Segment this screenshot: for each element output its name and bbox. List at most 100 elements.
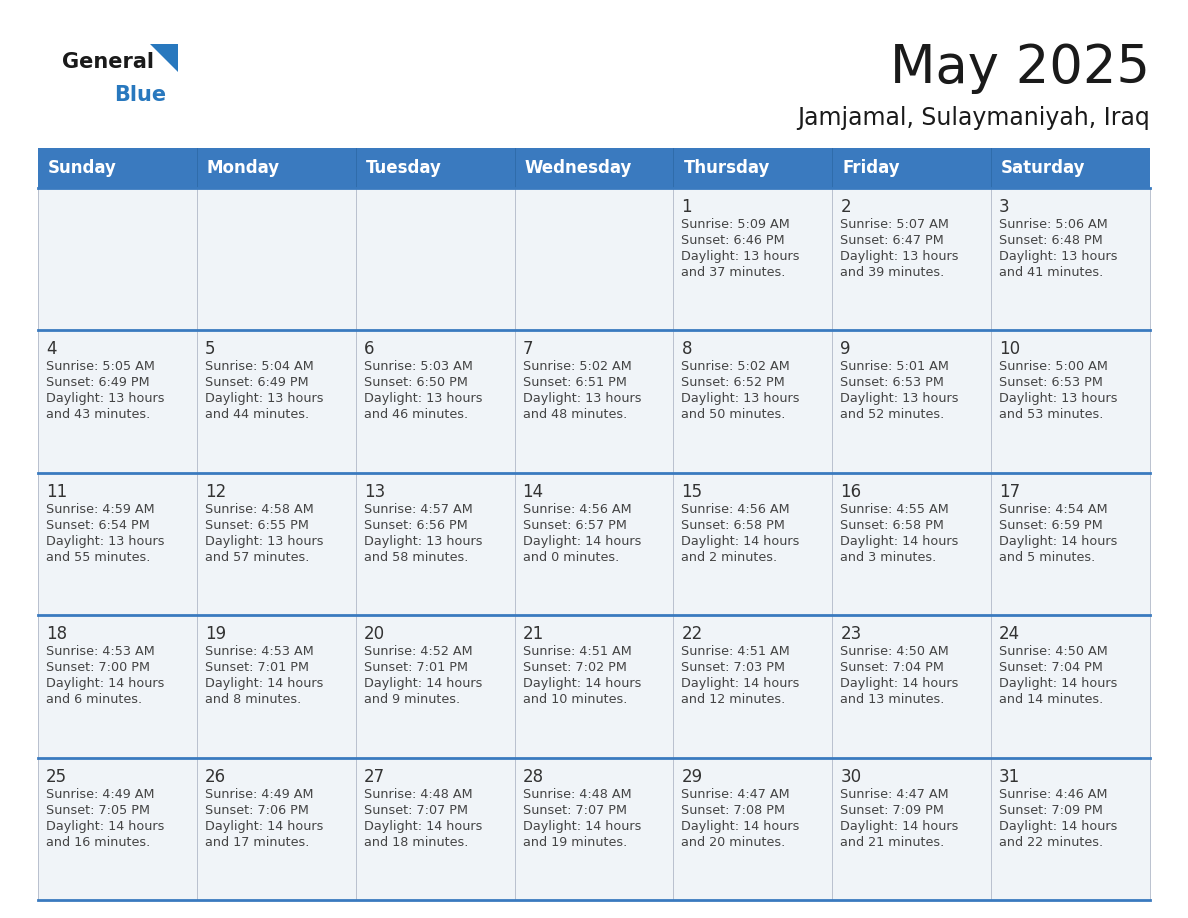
Text: Daylight: 14 hours: Daylight: 14 hours [523,820,642,833]
Text: Daylight: 13 hours: Daylight: 13 hours [840,250,959,263]
Text: 15: 15 [682,483,702,501]
Text: Tuesday: Tuesday [366,159,442,177]
Text: and 41 minutes.: and 41 minutes. [999,266,1104,279]
Text: Sunrise: 4:46 AM: Sunrise: 4:46 AM [999,788,1107,800]
Text: Sunset: 6:53 PM: Sunset: 6:53 PM [999,376,1102,389]
Text: Sunrise: 4:54 AM: Sunrise: 4:54 AM [999,503,1107,516]
Text: Sunrise: 4:48 AM: Sunrise: 4:48 AM [523,788,631,800]
Text: Daylight: 14 hours: Daylight: 14 hours [682,535,800,548]
Text: 26: 26 [204,767,226,786]
Text: Sunrise: 4:50 AM: Sunrise: 4:50 AM [999,645,1108,658]
Text: Daylight: 13 hours: Daylight: 13 hours [840,392,959,406]
Text: Daylight: 13 hours: Daylight: 13 hours [682,392,800,406]
Text: Sunset: 7:02 PM: Sunset: 7:02 PM [523,661,626,674]
Text: Sunrise: 4:49 AM: Sunrise: 4:49 AM [46,788,154,800]
Text: Daylight: 14 hours: Daylight: 14 hours [523,677,642,690]
Text: Friday: Friday [842,159,901,177]
Text: Daylight: 13 hours: Daylight: 13 hours [46,392,164,406]
Text: Sunday: Sunday [48,159,116,177]
Text: Sunrise: 4:58 AM: Sunrise: 4:58 AM [204,503,314,516]
Text: Sunrise: 5:09 AM: Sunrise: 5:09 AM [682,218,790,231]
Text: and 53 minutes.: and 53 minutes. [999,409,1104,421]
Text: Sunset: 6:49 PM: Sunset: 6:49 PM [204,376,309,389]
Text: Daylight: 14 hours: Daylight: 14 hours [840,677,959,690]
Text: and 14 minutes.: and 14 minutes. [999,693,1104,706]
Text: Sunrise: 4:53 AM: Sunrise: 4:53 AM [46,645,154,658]
Text: Sunset: 7:00 PM: Sunset: 7:00 PM [46,661,150,674]
Text: and 21 minutes.: and 21 minutes. [840,835,944,848]
Text: 21: 21 [523,625,544,644]
Text: 30: 30 [840,767,861,786]
Text: 24: 24 [999,625,1020,644]
Text: Sunrise: 5:05 AM: Sunrise: 5:05 AM [46,361,154,374]
Text: and 16 minutes.: and 16 minutes. [46,835,150,848]
Text: Sunset: 7:09 PM: Sunset: 7:09 PM [999,803,1102,817]
Text: and 18 minutes.: and 18 minutes. [364,835,468,848]
Text: 23: 23 [840,625,861,644]
Text: 16: 16 [840,483,861,501]
Text: Sunrise: 4:48 AM: Sunrise: 4:48 AM [364,788,473,800]
Text: 10: 10 [999,341,1020,358]
Text: Blue: Blue [114,85,166,105]
Text: General: General [62,52,154,72]
Text: and 5 minutes.: and 5 minutes. [999,551,1095,564]
Text: Sunset: 6:58 PM: Sunset: 6:58 PM [682,519,785,532]
Text: Sunset: 7:01 PM: Sunset: 7:01 PM [204,661,309,674]
Text: Sunrise: 5:02 AM: Sunrise: 5:02 AM [523,361,631,374]
Text: Sunrise: 4:56 AM: Sunrise: 4:56 AM [682,503,790,516]
Text: Sunrise: 4:49 AM: Sunrise: 4:49 AM [204,788,314,800]
Text: 22: 22 [682,625,702,644]
Text: and 13 minutes.: and 13 minutes. [840,693,944,706]
Text: Sunset: 6:47 PM: Sunset: 6:47 PM [840,234,944,247]
Text: and 44 minutes.: and 44 minutes. [204,409,309,421]
Text: 17: 17 [999,483,1020,501]
Text: Daylight: 14 hours: Daylight: 14 hours [682,677,800,690]
Text: Daylight: 14 hours: Daylight: 14 hours [523,535,642,548]
Text: Sunrise: 4:59 AM: Sunrise: 4:59 AM [46,503,154,516]
Text: Sunset: 7:07 PM: Sunset: 7:07 PM [364,803,468,817]
Text: Sunrise: 4:56 AM: Sunrise: 4:56 AM [523,503,631,516]
Text: Sunset: 6:55 PM: Sunset: 6:55 PM [204,519,309,532]
Text: 9: 9 [840,341,851,358]
Text: and 58 minutes.: and 58 minutes. [364,551,468,564]
Text: Sunset: 7:07 PM: Sunset: 7:07 PM [523,803,626,817]
Text: Sunrise: 4:50 AM: Sunrise: 4:50 AM [840,645,949,658]
Text: Sunrise: 4:53 AM: Sunrise: 4:53 AM [204,645,314,658]
Bar [38,188,1150,330]
Text: Daylight: 14 hours: Daylight: 14 hours [999,535,1118,548]
Text: Daylight: 13 hours: Daylight: 13 hours [999,392,1118,406]
Text: Daylight: 14 hours: Daylight: 14 hours [364,677,482,690]
Text: Daylight: 14 hours: Daylight: 14 hours [46,677,164,690]
Text: 25: 25 [46,767,68,786]
Text: Sunrise: 5:02 AM: Sunrise: 5:02 AM [682,361,790,374]
Text: Sunset: 6:57 PM: Sunset: 6:57 PM [523,519,626,532]
Text: Sunset: 6:46 PM: Sunset: 6:46 PM [682,234,785,247]
Bar [38,148,1150,188]
Text: 5: 5 [204,341,215,358]
Text: Sunrise: 5:01 AM: Sunrise: 5:01 AM [840,361,949,374]
Text: Daylight: 14 hours: Daylight: 14 hours [999,820,1118,833]
Text: Daylight: 14 hours: Daylight: 14 hours [364,820,482,833]
Text: Daylight: 13 hours: Daylight: 13 hours [523,392,642,406]
Bar [38,330,1150,473]
Text: Sunset: 7:09 PM: Sunset: 7:09 PM [840,803,944,817]
Text: Daylight: 14 hours: Daylight: 14 hours [204,820,323,833]
Text: 27: 27 [364,767,385,786]
Text: Daylight: 14 hours: Daylight: 14 hours [204,677,323,690]
Text: Daylight: 14 hours: Daylight: 14 hours [46,820,164,833]
Text: Daylight: 13 hours: Daylight: 13 hours [204,535,323,548]
Text: and 19 minutes.: and 19 minutes. [523,835,627,848]
Text: 8: 8 [682,341,691,358]
Text: and 3 minutes.: and 3 minutes. [840,551,936,564]
Text: May 2025: May 2025 [890,42,1150,94]
Bar [38,473,1150,615]
Text: 19: 19 [204,625,226,644]
Text: Daylight: 14 hours: Daylight: 14 hours [999,677,1118,690]
Text: Sunset: 6:56 PM: Sunset: 6:56 PM [364,519,467,532]
Text: Sunrise: 5:07 AM: Sunrise: 5:07 AM [840,218,949,231]
Text: Saturday: Saturday [1001,159,1086,177]
Text: Sunset: 7:01 PM: Sunset: 7:01 PM [364,661,468,674]
Text: Sunset: 7:04 PM: Sunset: 7:04 PM [840,661,944,674]
Polygon shape [150,44,178,72]
Text: Sunrise: 4:57 AM: Sunrise: 4:57 AM [364,503,473,516]
